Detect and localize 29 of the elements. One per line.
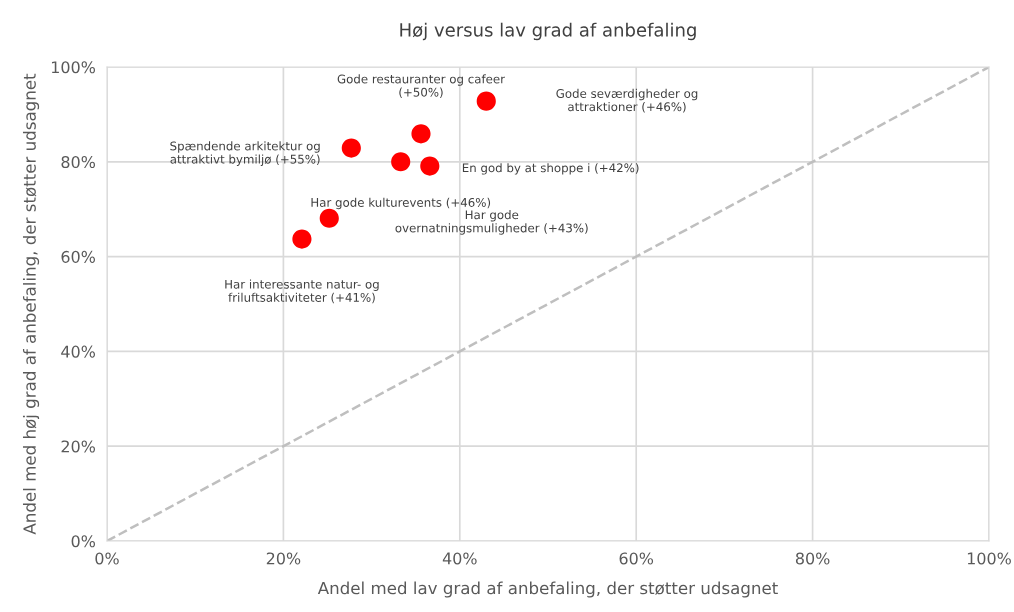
annotation: Har interessante natur- og friluftsaktiviteter (+41%) — [225, 279, 379, 304]
point — [476, 91, 496, 111]
x-tick-label: 0% — [95, 552, 119, 565]
annotation: Har gode overnatningsmuligheder (+43%) — [395, 210, 588, 235]
x-tick-label: 20% — [266, 552, 301, 565]
y-tick-label: 0% — [71, 535, 96, 548]
annotation: Gode seværdigheder og attraktioner (+46%) — [556, 88, 698, 113]
annotation: Gode restauranter og cafeer (+50%) — [337, 74, 505, 99]
y-tick-label: 100% — [51, 61, 96, 74]
annotation: Har gode kulturevents (+46%) — [311, 197, 491, 210]
point — [319, 208, 339, 228]
point — [391, 152, 411, 172]
point — [292, 229, 312, 249]
x-tick-label: 80% — [795, 552, 830, 565]
annotation: Spændende arkitektur og attraktivt bymiljø (+55%) — [170, 141, 320, 166]
y-tick-label: 80% — [61, 156, 96, 169]
x-tick-label: 60% — [619, 552, 654, 565]
y-axis-title: Andel med høj grad af anbefaling, der støtter udsagnet — [22, 73, 40, 535]
annotation: En god by at shoppe i (+42%) — [462, 163, 639, 175]
y-tick-label: 60% — [61, 250, 96, 263]
point — [341, 138, 361, 158]
chart-title: Høj versus lav grad af anbefaling — [400, 22, 696, 41]
y-tick-label: 40% — [61, 345, 96, 358]
x-tick-label: 40% — [442, 552, 477, 565]
point — [411, 124, 431, 144]
y-tick-label: 20% — [61, 440, 96, 453]
x-axis-title: Andel med lav grad af anbefaling, der støtter udsagnet — [317, 581, 778, 598]
point — [420, 156, 440, 176]
x-tick-label: 100% — [967, 552, 1011, 565]
